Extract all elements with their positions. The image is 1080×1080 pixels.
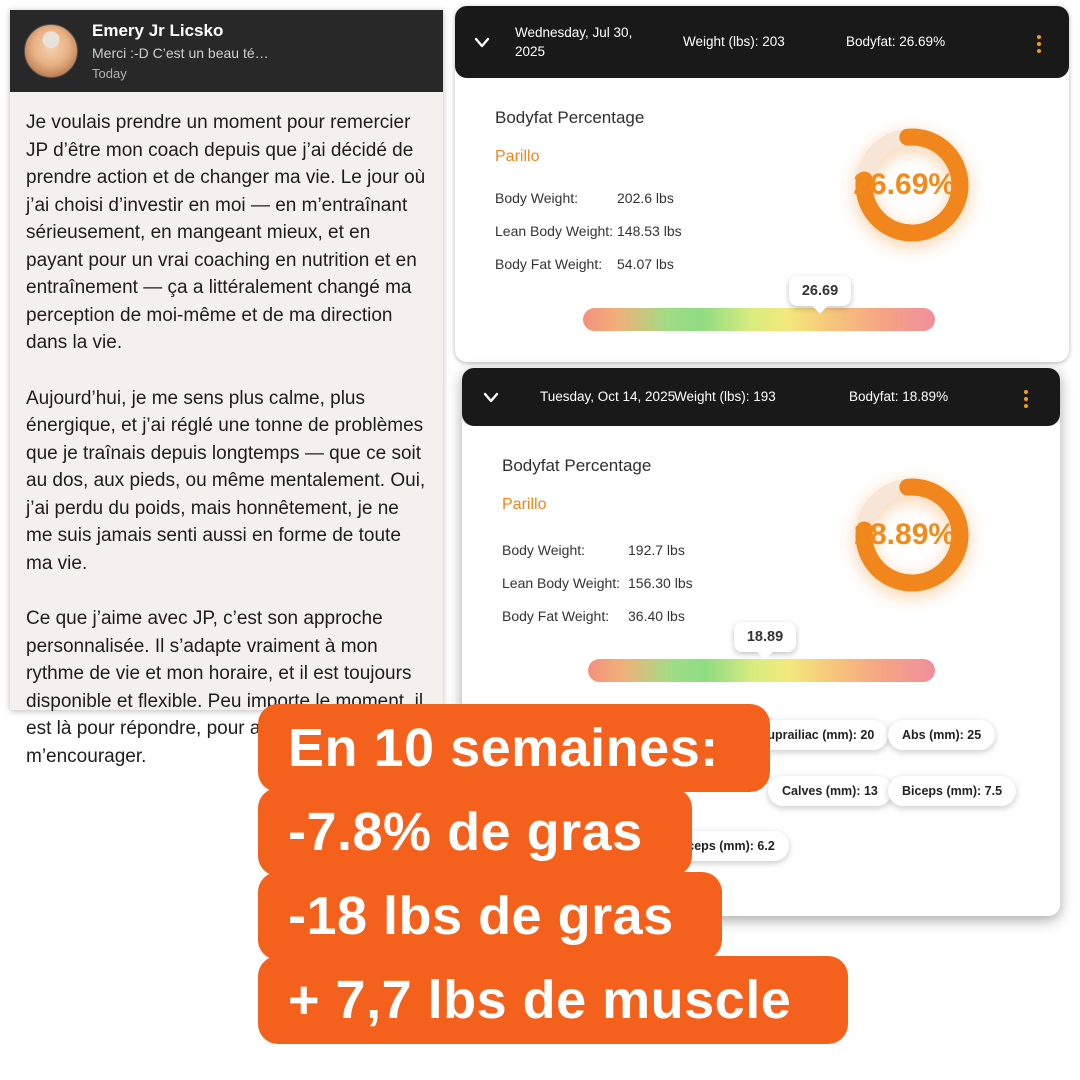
avatar [24,24,78,78]
row-label: Lean Body Weight: [495,223,614,239]
chevron-down-icon[interactable] [471,31,493,53]
chat-paragraph: Aujourd’hui, je me sens plus calme, plus… [26,387,426,574]
kebab-menu-icon[interactable] [1033,33,1045,55]
entry-date: Wednesday, Jul 30, 2025 [515,25,633,59]
entry-bodyfat: Bodyfat: 18.89% [849,389,949,404]
chat-contact-name: Emery Jr Licsko [92,21,224,40]
scale-marker: 26.69 [789,276,851,306]
headline-line-1: En 10 semaines: [258,704,770,792]
measurement-chip-biceps: Biceps (mm): 7.5 [888,776,1017,806]
section-title: Bodyfat Percentage [502,456,652,475]
row-label: Body Weight: [495,190,579,206]
entry-bodyfat: Bodyfat: 26.69% [846,34,946,49]
entry-date: Tuesday, Oct 14, 2025 [540,389,676,404]
entry-weight: Weight (lbs): 203 [683,34,785,49]
row-value: 156.30 lbs [628,575,693,591]
row-value: 54.07 lbs [617,256,674,272]
method-label: Parillo [502,496,547,513]
section-title: Bodyfat Percentage [495,108,645,127]
bodyfat-donut-chart: 26.69% [847,120,977,250]
measurement-rows: Body Weight: 192.7 lbs Lean Body Weight:… [502,542,693,624]
card-header: Wednesday, Jul 30, 2025 Weight (lbs): 20… [455,6,1069,78]
donut-value: 26.69% [853,168,956,201]
kebab-menu-icon[interactable] [1020,388,1032,410]
scale-marker: 18.89 [734,622,796,652]
row-value: 148.53 lbs [617,223,682,239]
headline-line-2: -7.8% de gras [258,788,692,876]
chat-message-preview: Merci :-D C’est un beau té… [92,45,269,61]
row-value: 202.6 lbs [617,190,674,206]
chat-header: Emery Jr Licsko Merci :-D C’est un beau … [10,10,443,92]
measurement-rows: Body Weight: 202.6 lbs Lean Body Weight:… [495,190,682,272]
bodyfat-donut-chart: 18.89% [847,470,977,600]
row-label: Body Fat Weight: [495,256,603,272]
chat-panel: Emery Jr Licsko Merci :-D C’est un beau … [10,10,443,767]
row-label: Lean Body Weight: [502,575,621,591]
bodyfat-scale-bar [583,308,935,331]
headline-line-4: + 7,7 lbs de muscle [258,956,848,1044]
row-label: Body Weight: [502,542,586,558]
headline-line-3: -18 lbs de gras [258,872,722,960]
chat-paragraph: Je voulais prendre un moment pour remerc… [26,112,426,353]
card-header: Tuesday, Oct 14, 2025 Weight (lbs): 193 … [462,368,1060,426]
donut-value: 18.89% [853,518,956,551]
entry-weight: Weight (lbs): 193 [674,389,776,404]
bodyfat-scale-bar [588,659,935,682]
method-label: Parillo [495,148,540,165]
row-value: 192.7 lbs [628,542,685,558]
measurement-chip-calves: Calves (mm): 13 [768,776,892,806]
row-label: Body Fat Weight: [502,608,610,624]
row-value: 36.40 lbs [628,608,685,624]
chat-timestamp: Today [92,66,127,81]
measurement-chip-abs: Abs (mm): 25 [888,720,996,750]
chat-message-body: Je voulais prendre un moment pour remerc… [10,92,443,770]
chevron-down-icon[interactable] [480,386,502,408]
bodyfat-card-jul30: Wednesday, Jul 30, 2025 Weight (lbs): 20… [455,6,1069,362]
